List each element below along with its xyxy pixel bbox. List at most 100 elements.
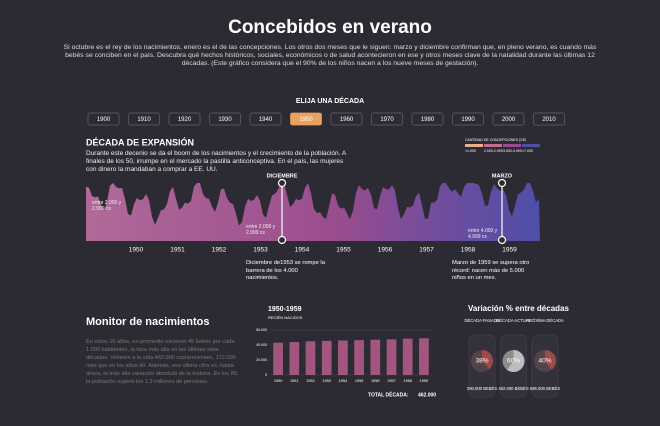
marker-dot [277,178,287,188]
stream-area [86,183,540,241]
variation-slice [482,350,493,370]
marker-dot [497,178,507,188]
bar-title: 1950-1959 [268,306,302,313]
bar [402,338,413,375]
decade-button[interactable] [411,112,444,126]
area-note: entre 2.000 y 2.999 cs [246,224,276,236]
monitor-title: Monitor de nacimientos [86,316,209,328]
bar [289,342,300,375]
decade-label[interactable]: 1950 [299,117,313,123]
intro: Si octubre es el rey de los nacimientos,… [63,44,597,67]
selector-label: ELIJA UNA DÉCADA [296,96,364,105]
year-label: 1954 [295,247,310,254]
year-label: 1955 [336,247,351,254]
x-tick-label: 1954 [339,379,347,383]
decade-label[interactable]: 1910 [137,117,151,123]
x-tick-label: 1955 [355,379,363,383]
x-tick-label: 1952 [306,379,314,383]
legend-title: CANTIDAD DE CONCEPCIONES (DE) [465,138,526,142]
marker-dot [277,235,287,245]
marker-label: DICIEMBRE [267,173,298,179]
bar [419,338,429,375]
legend-swatch [522,144,540,147]
decade-button[interactable] [209,112,241,126]
decade-button[interactable] [371,112,403,126]
y-tick-label: 40.000 [256,343,267,347]
bar [370,339,381,375]
marker-label: MARZO [492,173,513,179]
marker-caption: Diciembre de1953 se rompe la barrera de … [246,260,325,281]
decade-button[interactable] [533,112,565,126]
variation-value: 40% [538,358,551,365]
variation-label: PRÓXIMA DÉCADA [526,318,564,323]
decade-button[interactable] [330,112,363,126]
decade-label[interactable]: 1900 [97,117,111,123]
decade-label[interactable]: 1970 [380,117,394,123]
bar [354,340,364,375]
decade-button[interactable] [492,112,525,126]
total-label: TOTAL DÉCADA: [368,390,409,398]
bar [273,342,283,375]
total-value: 462.000 [418,392,436,398]
x-tick-label: 1953 [322,379,330,383]
year-label: 1952 [212,247,227,254]
decade-label[interactable]: 1940 [259,117,273,123]
variation-slice [507,350,525,372]
year-label: 1958 [461,247,476,254]
decade-label[interactable]: 2000 [502,117,516,123]
legend-swatch [484,144,502,147]
x-tick-label: 1951 [290,379,298,383]
decade-button[interactable] [168,112,201,126]
variation-value: 38% [475,358,488,365]
bar [305,341,316,375]
title: Concebidos en verano [228,17,432,38]
x-tick-label: 1958 [403,379,411,383]
section-text: Durante este decenio se da el boom de lo… [86,150,346,173]
y-tick-label: 0 [265,373,267,377]
year-label: 1959 [502,247,517,254]
decade-button[interactable] [452,112,484,126]
bar-subtitle: RECIÉN NACIDOS [268,315,303,320]
bar [386,339,397,375]
variation-slice [545,350,557,370]
legend-label: 2.000-2.999 [484,149,503,153]
x-tick-label: 1950 [274,379,282,383]
variation-footer: 290.000 BEBÉS [467,386,497,391]
decade-label[interactable]: 1980 [421,117,435,123]
decade-button[interactable] [87,112,120,126]
legend-label: 3.000-4.999 [503,149,522,153]
year-label: 1956 [378,247,393,254]
monitor-text: En estos 10 años, en promedio nacieron 4… [86,339,239,385]
variation-footer: 585.000 BEBÉS [530,386,560,391]
variation-label: DÉCADA PASADA [464,318,499,323]
x-tick-label: 1959 [420,379,428,383]
decade-label[interactable]: 1920 [178,117,192,123]
bar [338,340,348,375]
marker-caption: Marzo de 1959 se supera otro récord: nac… [452,260,530,281]
legend-label: >7.000 [522,149,533,153]
decade-button[interactable] [290,112,322,126]
bar [321,340,332,375]
year-label: 1953 [253,247,268,254]
section-title: DÉCADA DE EXPANSIÓN [86,136,194,147]
decade-label[interactable]: 1960 [340,117,354,123]
marker-dot [497,235,507,245]
year-label: 1950 [129,247,144,254]
decade-button[interactable] [249,112,282,126]
decade-label[interactable]: 1930 [218,117,232,123]
variation-value: 60% [507,358,520,365]
legend-swatch [503,144,521,147]
year-label: 1951 [170,247,185,254]
decade-button[interactable] [128,112,160,126]
decade-label[interactable]: 2010 [542,117,556,123]
x-tick-label: 1957 [387,379,395,383]
variation-label: DÉCADA ACTUAL [496,318,531,323]
x-tick-label: 1956 [371,379,379,383]
decade-label[interactable]: 1990 [461,117,475,123]
y-tick-label: 60.000 [256,328,267,332]
variation-footer: 462.000 BEBÉS [498,386,528,391]
area-note: entre 2.000 y 2.999 cs [92,200,122,212]
area-note: entre 4.000 y 4.999 cs [468,228,498,240]
